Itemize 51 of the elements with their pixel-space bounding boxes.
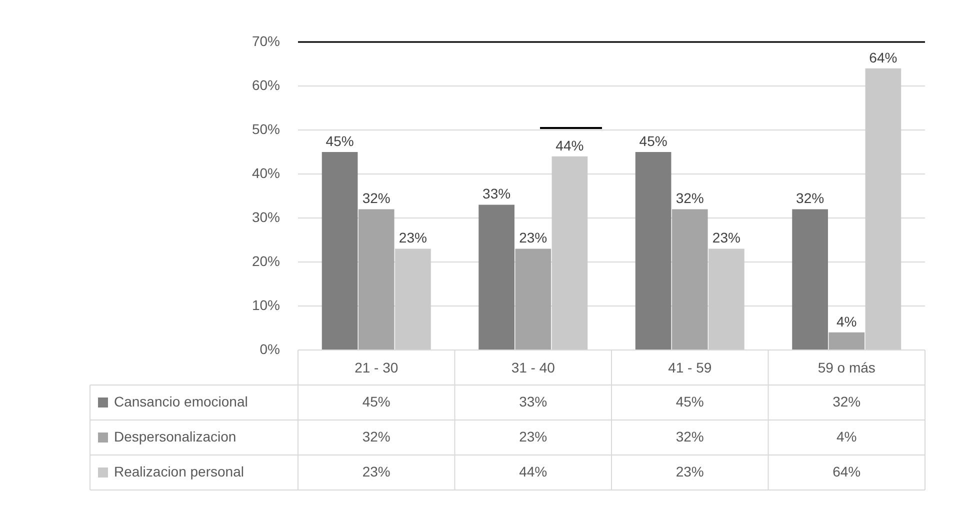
y-tick-label: 0%	[260, 340, 280, 357]
data-label: 33%	[519, 393, 548, 410]
text: 32%	[796, 190, 824, 206]
x-tick-label: 41 - 59	[668, 359, 712, 376]
y-tick-label: 30%	[252, 208, 280, 225]
text: 45%	[639, 132, 668, 149]
y-tick-label: 20%	[252, 252, 280, 269]
legend-label: Despersonalizacion	[114, 428, 236, 444]
bar	[395, 248, 431, 350]
bar	[322, 152, 358, 350]
bar	[635, 152, 672, 350]
x-tick-label: 59 o más	[818, 359, 876, 376]
text: 32%	[676, 190, 704, 206]
bar	[865, 68, 902, 350]
bar	[792, 209, 828, 350]
text: 4%	[836, 313, 857, 330]
data-label: 45%	[676, 393, 704, 410]
legend-label: Realizacion personal	[114, 463, 244, 480]
y-tick-label: 50%	[252, 120, 280, 137]
bar	[515, 248, 552, 350]
text: 23%	[712, 230, 740, 246]
data-label: 4%	[836, 428, 857, 444]
data-label: 44%	[519, 463, 548, 480]
data-label: 23%	[519, 428, 548, 444]
data-label: 32%	[676, 428, 704, 444]
bar	[478, 204, 514, 350]
bar	[828, 332, 865, 350]
text: 64%	[869, 49, 898, 66]
y-tick-label: 60%	[252, 76, 280, 93]
bar	[552, 156, 588, 350]
y-tick-label: 40%	[252, 164, 280, 181]
legend-label: Cansancio emocional	[114, 393, 248, 410]
bar	[358, 209, 394, 350]
data-label: 64%	[832, 463, 861, 480]
bar	[672, 209, 708, 350]
x-tick-label: 21 - 30	[354, 359, 398, 376]
bar	[708, 248, 744, 350]
data-label: 45%	[362, 393, 390, 410]
text: 32%	[362, 190, 390, 206]
y-tick-label: 10%	[252, 296, 280, 313]
data-label: 32%	[832, 393, 861, 410]
text: 23%	[519, 230, 548, 246]
text: 23%	[398, 230, 427, 246]
data-label: 23%	[362, 463, 390, 480]
data-label: 32%	[362, 428, 390, 444]
x-tick-label: 31 - 40	[511, 359, 556, 376]
text: 45%	[326, 132, 354, 149]
data-label: 23%	[676, 463, 704, 480]
text: 33%	[482, 186, 511, 202]
y-tick-label: 70%	[252, 32, 280, 49]
text: 44%	[556, 137, 584, 154]
